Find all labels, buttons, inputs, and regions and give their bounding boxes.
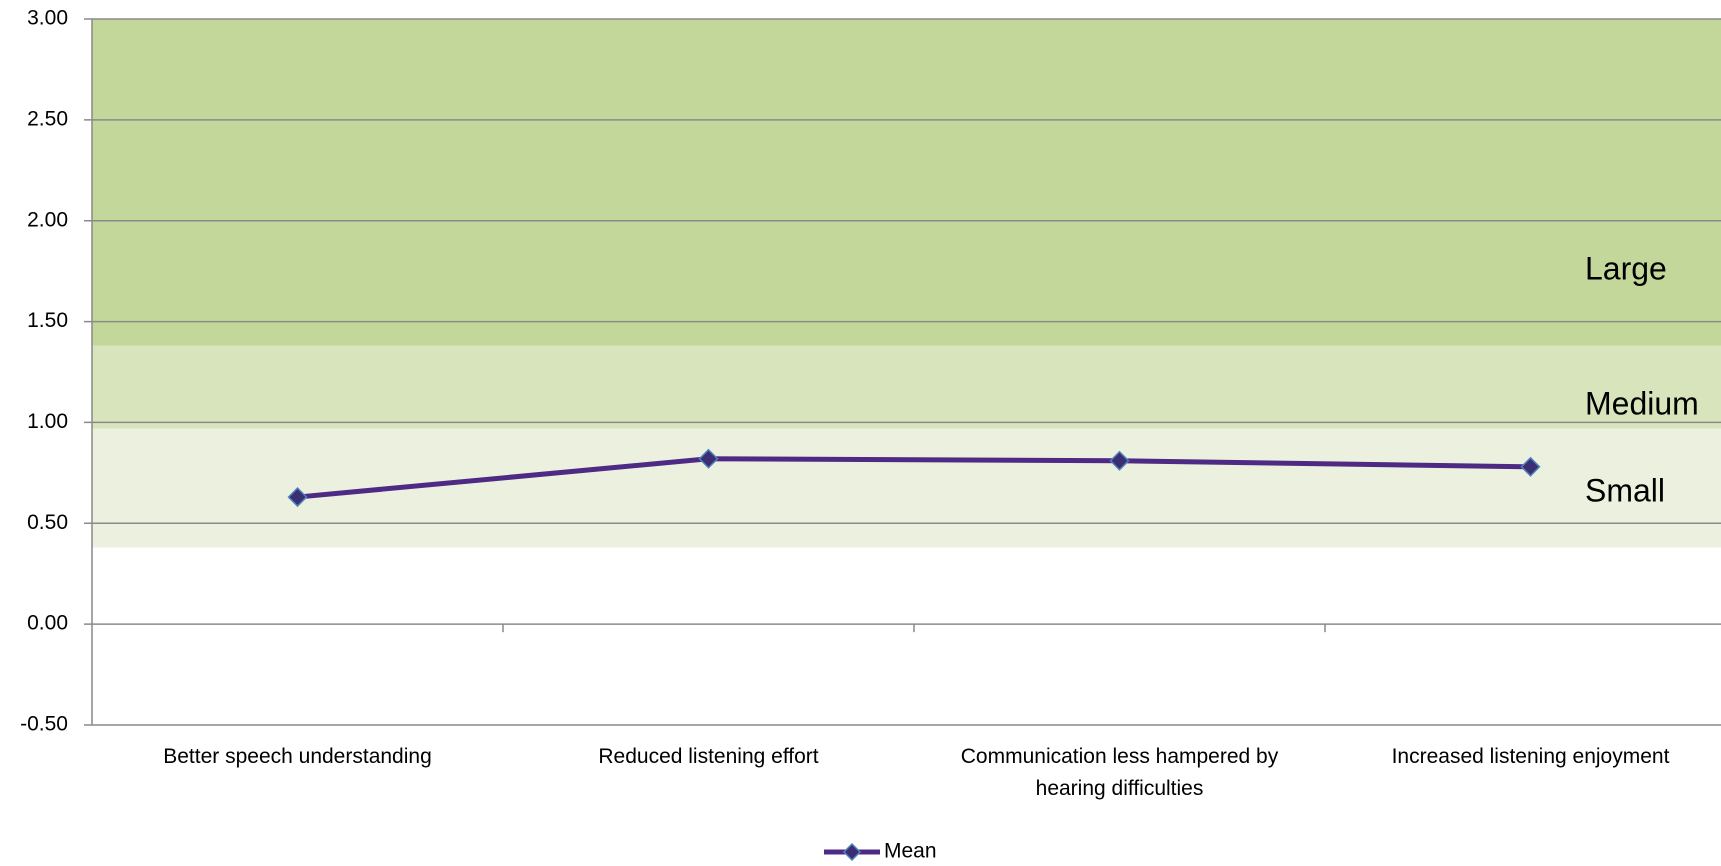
y-tick-label: 3.00: [27, 7, 68, 30]
marker: [1109, 450, 1130, 471]
x-tick-label: Better speech understanding: [163, 745, 432, 768]
line: [297, 456, 1531, 500]
marker: [287, 487, 308, 508]
marker: [698, 448, 719, 469]
band: [92, 345, 1721, 429]
band: [92, 19, 1721, 346]
band: [92, 428, 1721, 548]
x-tick-label: Reduced listening effort: [598, 745, 819, 768]
y-tick-label: 0.00: [27, 612, 68, 635]
x-tick-label: Communication less hampered by hearing d…: [960, 745, 1279, 800]
y-tick-label: 1.00: [27, 410, 68, 433]
y-tick-label: 0.50: [27, 511, 68, 534]
marker: [1520, 456, 1541, 477]
x-tick-label: Increased listening enjoyment: [1391, 745, 1670, 768]
y-tick-label: -0.50: [20, 713, 68, 736]
legend-label: Mean: [884, 840, 937, 863]
y-tick-label: 2.00: [27, 208, 68, 231]
band-label: Medium: [1585, 386, 1699, 422]
legend-marker: [842, 842, 862, 862]
band-label: Large: [1585, 251, 1667, 287]
y-tick-label: 2.50: [27, 107, 68, 130]
y-tick-label: 1.50: [27, 309, 68, 332]
band-label: Small: [1585, 472, 1665, 508]
